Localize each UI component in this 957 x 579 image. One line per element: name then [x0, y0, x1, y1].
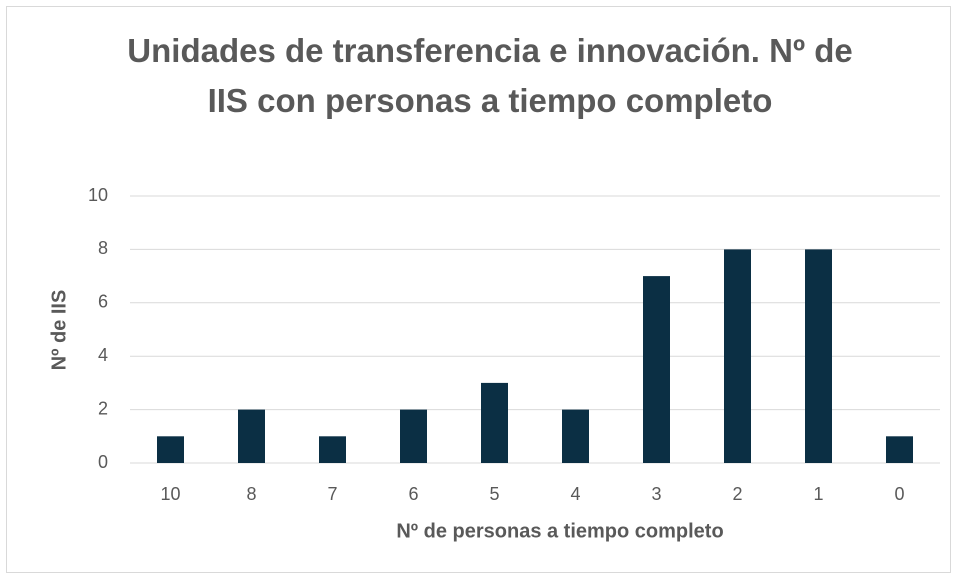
bar: [319, 436, 346, 463]
x-tick-label: 3: [651, 484, 661, 504]
y-tick-label: 10: [88, 185, 108, 205]
bar: [238, 409, 265, 463]
bar: [805, 249, 832, 463]
x-tick-label: 0: [894, 484, 904, 504]
bar: [562, 409, 589, 463]
x-axis-label: Nº de personas a tiempo completo: [396, 520, 723, 542]
x-tick-label: 10: [160, 484, 180, 504]
x-tick-label: 6: [408, 484, 418, 504]
x-tick-label: 8: [246, 484, 256, 504]
y-tick-label: 4: [98, 345, 108, 365]
y-tick-label: 2: [98, 398, 108, 418]
bar: [400, 409, 427, 463]
bar: [643, 276, 670, 463]
bar: [481, 382, 508, 463]
y-axis-label: Nº de IIS: [48, 290, 70, 371]
x-tick-label: 7: [327, 484, 337, 504]
y-tick-label: 6: [98, 292, 108, 312]
x-tick-label: 5: [489, 484, 499, 504]
y-tick-label: 8: [98, 238, 108, 258]
bar: [724, 249, 751, 463]
x-tick-label: 2: [732, 484, 742, 504]
x-tick-label: 4: [570, 484, 580, 504]
chart-border: [6, 6, 951, 573]
y-tick-label: 0: [98, 452, 108, 472]
bar: [157, 436, 184, 463]
chart-title: Unidades de transferencia e innovación. …: [127, 32, 853, 119]
x-tick-label: 1: [813, 484, 823, 504]
bar: [886, 436, 913, 463]
